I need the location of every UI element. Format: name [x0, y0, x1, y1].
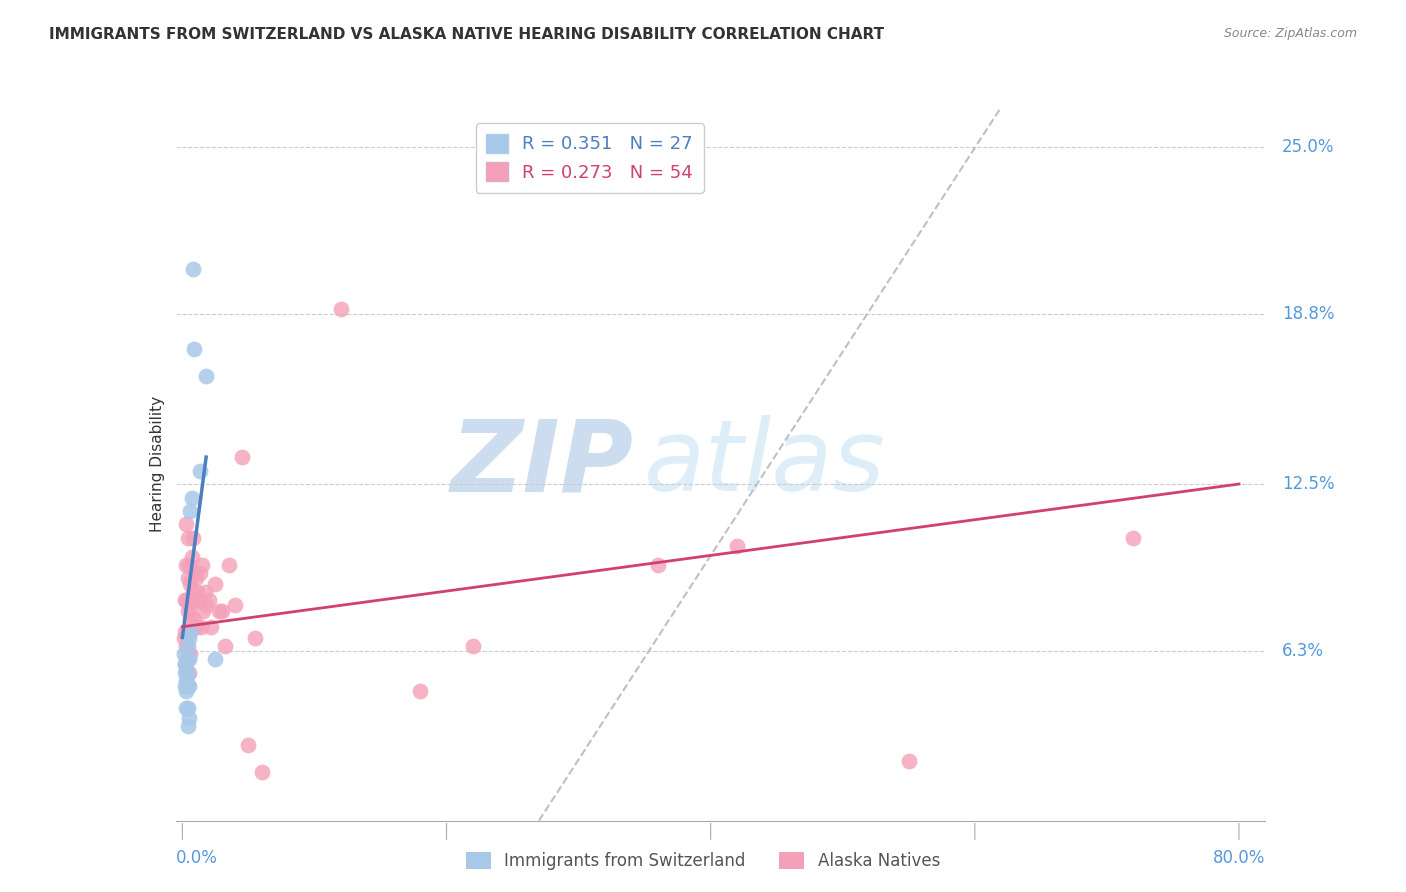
Point [176, 639, 198, 653]
Point [177, 665, 200, 680]
Point [243, 631, 266, 645]
Point [195, 369, 218, 384]
Point [188, 464, 211, 478]
Point [176, 673, 198, 688]
Text: atlas: atlas [644, 416, 886, 512]
Point [184, 620, 207, 634]
Text: ZIP: ZIP [450, 416, 633, 512]
Point [183, 612, 205, 626]
Point [1122, 531, 1144, 545]
Point [250, 765, 273, 780]
Point [180, 491, 202, 505]
Point [191, 558, 214, 572]
Point [176, 719, 198, 733]
Point [204, 652, 226, 666]
Point [180, 592, 202, 607]
Point [176, 604, 198, 618]
Point [200, 620, 222, 634]
Point [187, 592, 209, 607]
Point [177, 652, 200, 666]
Point [179, 625, 201, 640]
Point [174, 665, 197, 680]
Point [176, 517, 198, 532]
Text: 18.8%: 18.8% [1282, 305, 1334, 324]
Point [897, 755, 920, 769]
Point [647, 558, 669, 572]
Point [173, 647, 195, 661]
Text: 12.5%: 12.5% [1282, 475, 1334, 493]
Legend: R = 0.351   N = 27, R = 0.273   N = 54: R = 0.351 N = 27, R = 0.273 N = 54 [475, 123, 704, 193]
Point [177, 598, 200, 612]
Point [180, 549, 202, 564]
Point [231, 450, 253, 464]
Point [211, 604, 233, 618]
Point [461, 639, 484, 653]
Point [177, 711, 200, 725]
Point [188, 566, 211, 580]
Point [409, 684, 432, 698]
Point [208, 604, 231, 618]
Point [190, 620, 212, 634]
Point [177, 679, 200, 693]
Point [174, 679, 197, 693]
Y-axis label: Hearing Disability: Hearing Disability [149, 396, 165, 532]
Point [204, 576, 226, 591]
Point [176, 652, 198, 666]
Point [176, 684, 198, 698]
Text: IMMIGRANTS FROM SWITZERLAND VS ALASKA NATIVE HEARING DISABILITY CORRELATION CHAR: IMMIGRANTS FROM SWITZERLAND VS ALASKA NA… [49, 27, 884, 42]
Point [179, 612, 201, 626]
Text: 80.0%: 80.0% [1213, 849, 1265, 867]
Point [177, 631, 200, 645]
Point [179, 647, 201, 661]
Text: 25.0%: 25.0% [1282, 138, 1334, 156]
Point [725, 539, 748, 553]
Point [176, 700, 198, 714]
Point [176, 652, 198, 666]
Point [181, 584, 204, 599]
Point [186, 584, 208, 599]
Point [177, 558, 200, 572]
Point [218, 558, 240, 572]
Point [176, 679, 198, 693]
Point [174, 657, 197, 672]
Point [195, 598, 218, 612]
Point [184, 571, 207, 585]
Point [177, 625, 200, 640]
Text: Source: ZipAtlas.com: Source: ZipAtlas.com [1223, 27, 1357, 40]
Point [176, 700, 198, 714]
Point [176, 665, 198, 680]
Point [176, 639, 198, 653]
Point [174, 657, 197, 672]
Point [329, 301, 352, 316]
Legend: Immigrants from Switzerland, Alaska Natives: Immigrants from Switzerland, Alaska Nati… [460, 845, 946, 877]
Text: 6.3%: 6.3% [1282, 642, 1323, 660]
Point [176, 592, 198, 607]
Point [181, 531, 204, 545]
Point [176, 647, 198, 661]
Point [194, 584, 217, 599]
Point [176, 531, 198, 545]
Point [181, 261, 204, 276]
Point [183, 566, 205, 580]
Point [193, 604, 215, 618]
Point [183, 343, 205, 357]
Point [179, 576, 201, 591]
Point [224, 598, 246, 612]
Point [173, 631, 195, 645]
Point [179, 504, 201, 518]
Point [214, 639, 236, 653]
Point [238, 738, 260, 752]
Point [176, 558, 198, 572]
Point [197, 592, 219, 607]
Point [176, 663, 198, 677]
Point [174, 592, 197, 607]
Point [176, 571, 198, 585]
Point [174, 625, 197, 640]
Text: 0.0%: 0.0% [176, 849, 218, 867]
